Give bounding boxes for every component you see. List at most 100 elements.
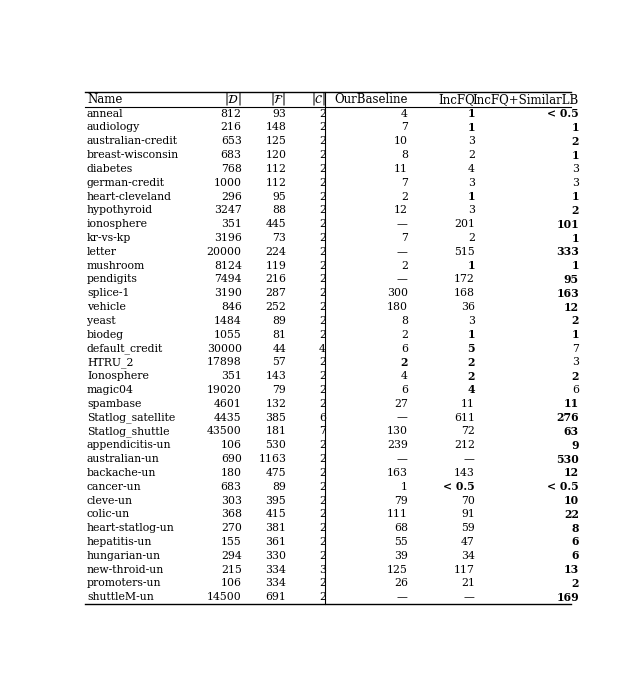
Text: 2: 2 bbox=[319, 136, 326, 147]
Text: 2: 2 bbox=[319, 454, 326, 464]
Text: 2: 2 bbox=[467, 357, 475, 368]
Text: —: — bbox=[397, 275, 408, 284]
Text: 3: 3 bbox=[572, 164, 579, 174]
Text: 70: 70 bbox=[461, 495, 475, 506]
Text: 2: 2 bbox=[401, 330, 408, 340]
Text: 181: 181 bbox=[266, 427, 286, 436]
Text: 334: 334 bbox=[266, 565, 286, 574]
Text: 3190: 3190 bbox=[214, 288, 242, 299]
Text: < 0.5: < 0.5 bbox=[443, 481, 475, 492]
Text: Name: Name bbox=[87, 93, 122, 106]
Text: 112: 112 bbox=[266, 178, 286, 188]
Text: 63: 63 bbox=[564, 426, 579, 437]
Text: 119: 119 bbox=[266, 261, 286, 270]
Text: 6: 6 bbox=[572, 385, 579, 395]
Text: 7: 7 bbox=[319, 427, 326, 436]
Text: 172: 172 bbox=[454, 275, 475, 284]
Text: 1: 1 bbox=[467, 330, 475, 341]
Text: biodeg: biodeg bbox=[87, 330, 124, 340]
Text: 120: 120 bbox=[266, 150, 286, 160]
Text: 1000: 1000 bbox=[214, 178, 242, 188]
Text: 95: 95 bbox=[273, 191, 286, 202]
Text: 117: 117 bbox=[454, 565, 475, 574]
Text: 270: 270 bbox=[221, 523, 242, 533]
Text: 2: 2 bbox=[572, 136, 579, 147]
Text: 9: 9 bbox=[572, 440, 579, 451]
Text: 34: 34 bbox=[461, 551, 475, 561]
Text: 20000: 20000 bbox=[207, 247, 242, 257]
Text: 2: 2 bbox=[319, 551, 326, 561]
Text: 6: 6 bbox=[572, 537, 579, 548]
Text: 2: 2 bbox=[572, 578, 579, 589]
Text: 143: 143 bbox=[454, 468, 475, 478]
Text: 155: 155 bbox=[221, 537, 242, 547]
Text: 111: 111 bbox=[387, 509, 408, 519]
Text: spambase: spambase bbox=[87, 399, 141, 409]
Text: 294: 294 bbox=[221, 551, 242, 561]
Text: 3: 3 bbox=[468, 136, 475, 147]
Text: magic04: magic04 bbox=[87, 385, 134, 395]
Text: 303: 303 bbox=[221, 495, 242, 506]
Text: 143: 143 bbox=[266, 372, 286, 381]
Text: $|\mathcal{F}|$: $|\mathcal{F}|$ bbox=[270, 92, 286, 107]
Text: 2: 2 bbox=[319, 275, 326, 284]
Text: 7: 7 bbox=[401, 233, 408, 243]
Text: 2: 2 bbox=[319, 122, 326, 133]
Text: 163: 163 bbox=[556, 288, 579, 299]
Text: 95: 95 bbox=[564, 274, 579, 285]
Text: 93: 93 bbox=[273, 109, 286, 118]
Text: 1: 1 bbox=[572, 191, 579, 202]
Text: 224: 224 bbox=[266, 247, 286, 257]
Text: 2: 2 bbox=[319, 592, 326, 602]
Text: 11: 11 bbox=[394, 164, 408, 174]
Text: —: — bbox=[397, 592, 408, 602]
Text: 296: 296 bbox=[221, 191, 242, 202]
Text: mushroom: mushroom bbox=[87, 261, 145, 270]
Text: 6: 6 bbox=[401, 343, 408, 354]
Text: IncFQ+SimilarLB: IncFQ+SimilarLB bbox=[473, 93, 579, 106]
Text: OurBaseline: OurBaseline bbox=[334, 93, 408, 106]
Text: 79: 79 bbox=[394, 495, 408, 506]
Text: 530: 530 bbox=[266, 440, 286, 450]
Text: shuttleM-un: shuttleM-un bbox=[87, 592, 154, 602]
Text: 7: 7 bbox=[401, 178, 408, 188]
Text: 1: 1 bbox=[467, 108, 475, 119]
Text: 148: 148 bbox=[266, 122, 286, 133]
Text: 44: 44 bbox=[273, 343, 286, 354]
Text: 17898: 17898 bbox=[207, 357, 242, 367]
Text: $|\mathcal{D}|$: $|\mathcal{D}|$ bbox=[224, 92, 242, 107]
Text: 368: 368 bbox=[221, 509, 242, 519]
Text: 2: 2 bbox=[572, 315, 579, 326]
Text: 106: 106 bbox=[221, 440, 242, 450]
Text: —: — bbox=[397, 413, 408, 422]
Text: 415: 415 bbox=[266, 509, 286, 519]
Text: splice-1: splice-1 bbox=[87, 288, 129, 299]
Text: 515: 515 bbox=[454, 247, 475, 257]
Text: 1: 1 bbox=[572, 149, 579, 160]
Text: 252: 252 bbox=[266, 302, 286, 312]
Text: 812: 812 bbox=[221, 109, 242, 118]
Text: heart-statlog-un: heart-statlog-un bbox=[87, 523, 175, 533]
Text: 216: 216 bbox=[221, 122, 242, 133]
Text: new-throid-un: new-throid-un bbox=[87, 565, 164, 574]
Text: 72: 72 bbox=[461, 427, 475, 436]
Text: 2: 2 bbox=[319, 537, 326, 547]
Text: 55: 55 bbox=[394, 537, 408, 547]
Text: 2: 2 bbox=[319, 150, 326, 160]
Text: 14500: 14500 bbox=[207, 592, 242, 602]
Text: 287: 287 bbox=[266, 288, 286, 299]
Text: letter: letter bbox=[87, 247, 117, 257]
Text: 180: 180 bbox=[387, 302, 408, 312]
Text: 2: 2 bbox=[319, 178, 326, 188]
Text: 13: 13 bbox=[564, 564, 579, 575]
Text: yeast: yeast bbox=[87, 316, 116, 326]
Text: 2: 2 bbox=[401, 261, 408, 270]
Text: 212: 212 bbox=[454, 440, 475, 450]
Text: 2: 2 bbox=[319, 509, 326, 519]
Text: Statlog_satellite: Statlog_satellite bbox=[87, 412, 175, 423]
Text: 79: 79 bbox=[273, 385, 286, 395]
Text: 3: 3 bbox=[468, 316, 475, 326]
Text: colic-un: colic-un bbox=[87, 509, 130, 519]
Text: 4435: 4435 bbox=[214, 413, 242, 422]
Text: 611: 611 bbox=[454, 413, 475, 422]
